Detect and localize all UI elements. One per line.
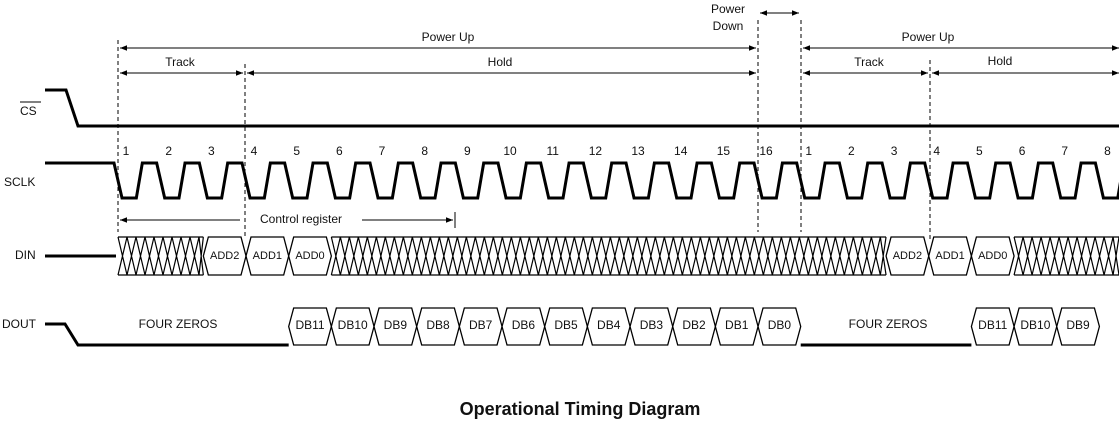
dout-label: FOUR ZEROS [849,317,928,331]
dout-cell-label: DB10 [1020,318,1050,332]
clock-number: 12 [589,144,603,158]
dout-cell-label: DB6 [512,318,536,332]
clock-number: 1 [805,144,812,158]
control-register-label: Control register [260,212,342,226]
clock-number: 10 [503,144,517,158]
clock-number: 7 [379,144,386,158]
dout-cell-label: DB4 [597,318,621,332]
dout-cell-label: DB5 [554,318,578,332]
dout-cell [1056,307,1101,346]
dont-care-region [117,236,204,276]
phase-label: Track [854,55,885,69]
dout-cell [757,307,802,346]
signal-name: CS [20,104,37,118]
label-bg [155,55,205,71]
clock-number: 16 [759,144,773,158]
phase-label: Power Up [902,30,955,44]
signal-name: DOUT [2,317,37,331]
dout-cell-label: DB3 [640,318,664,332]
din-cell-label: ADD0 [978,250,1007,262]
din-cell-label: ADD2 [893,250,922,262]
phase-label: Down [713,19,744,33]
phase-label: Hold [488,55,513,69]
clock-number: 2 [848,144,855,158]
label-bg [390,30,505,46]
signal-name: DIN [15,248,36,262]
label-bg [890,30,970,46]
dout-cell-label: DB7 [469,318,493,332]
clock-number: 3 [208,144,215,158]
phase-label: Hold [988,54,1013,68]
dont-care-region [1013,236,1119,276]
label-bg [845,55,893,71]
clock-number: 5 [976,144,983,158]
clock-number: 6 [1019,144,1026,158]
phase-annotations [117,10,1119,240]
clock-number: 15 [717,144,731,158]
clock-number: 1 [123,144,130,158]
clock-number: 11 [546,144,559,158]
clock-number: 2 [165,144,172,158]
din-cell-label: ADD1 [253,250,282,262]
din-cell [288,236,333,276]
phase-label: Power Up [422,30,475,44]
dout-cell-label: DB11 [978,318,1007,332]
dout-cell-label: DB8 [426,318,450,332]
dout-cell-label: DB0 [768,318,792,332]
clock-number: 8 [1104,144,1111,158]
sclk-waveform [45,161,1119,200]
dout-waveform [45,322,972,347]
clock-number: 5 [293,144,300,158]
din-cell-label: ADD1 [935,250,964,262]
clock-number: 4 [251,144,258,158]
label-bg [980,55,1020,71]
clock-number: 7 [1061,144,1068,158]
clock-number: 6 [336,144,343,158]
dout-cell-label: DB1 [725,318,749,332]
dout-label: FOUR ZEROS [139,317,218,331]
dout-cell-label: DB10 [338,318,368,332]
clock-number: 4 [933,144,940,158]
dont-care-region [330,236,887,276]
clock-number: 3 [891,144,898,158]
dout-cell-label: DB11 [295,318,324,332]
clock-number: 9 [464,144,471,158]
clock-number: 13 [631,144,645,158]
dout-cell-label: DB9 [1066,318,1090,332]
din-cell-label: ADD0 [295,250,324,262]
label-bg [480,55,520,71]
signal-name: SCLK [4,175,35,189]
din-cell-label: ADD2 [210,250,239,262]
din-cell [970,236,1015,276]
phase-label: Track [165,55,196,69]
diagram-title: Operational Timing Diagram [460,399,701,419]
dout-cell-label: DB2 [682,318,706,332]
clock-number: 8 [421,144,428,158]
phase-label: Power [711,2,745,16]
dout-cell-label: DB9 [384,318,408,332]
clock-number: 14 [674,144,688,158]
cs-waveform [45,88,1119,128]
